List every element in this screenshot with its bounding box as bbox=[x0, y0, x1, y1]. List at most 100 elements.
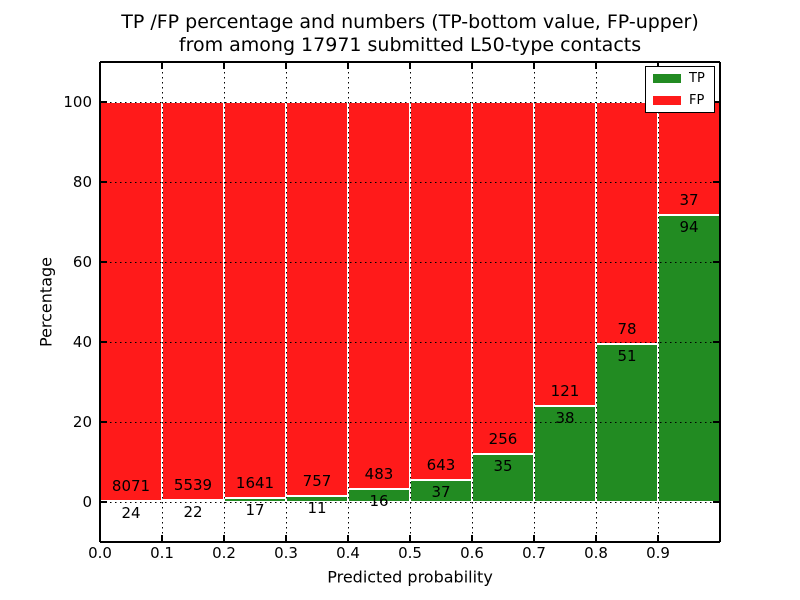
fp-count-label: 483 bbox=[364, 465, 394, 484]
y-axis-label: Percentage bbox=[36, 256, 56, 348]
plot-area: 8071 24 5539 22 1641 17 757 11 483 16 643 37 256 35 12… bbox=[99, 61, 721, 543]
tp-count-label: 35 bbox=[493, 456, 513, 475]
fp-bar-segment bbox=[596, 102, 658, 344]
tp-count-label: 51 bbox=[617, 346, 637, 365]
tp-count-label: 16 bbox=[369, 492, 389, 511]
fp-legend-swatch bbox=[653, 96, 681, 105]
x-gridline bbox=[223, 62, 225, 542]
fp-bar-segment bbox=[286, 102, 348, 497]
fp-bar-segment bbox=[534, 102, 596, 407]
x-tick-label: 0.3 bbox=[274, 544, 298, 562]
x-tick-mark bbox=[657, 535, 659, 542]
x-gridline bbox=[409, 62, 411, 542]
x-tick-label: 0.6 bbox=[460, 544, 484, 562]
fp-count-label: 8071 bbox=[111, 476, 151, 495]
tp-count-label: 37 bbox=[431, 483, 451, 502]
x-tick-label: 0.8 bbox=[584, 544, 608, 562]
x-tick-mark bbox=[409, 535, 411, 542]
x-tick-mark bbox=[409, 62, 411, 69]
fp-bar-segment bbox=[348, 102, 410, 490]
x-gridline bbox=[471, 62, 473, 542]
x-tick-label: 0.2 bbox=[212, 544, 236, 562]
x-tick-mark bbox=[471, 62, 473, 69]
x-tick-label: 0.5 bbox=[398, 544, 422, 562]
y-tick-mark bbox=[100, 341, 107, 343]
x-tick-label: 0.4 bbox=[336, 544, 360, 562]
axes-spine-top bbox=[100, 61, 720, 63]
chart-title-line2: from among 17971 submitted L50-type cont… bbox=[178, 34, 642, 56]
tp-count-label: 17 bbox=[245, 500, 265, 519]
fp-count-label: 256 bbox=[488, 429, 518, 448]
y-tick-mark bbox=[100, 101, 107, 103]
fp-bar-segment bbox=[224, 102, 286, 498]
x-tick-mark bbox=[471, 535, 473, 542]
tp-count-label: 11 bbox=[307, 499, 327, 518]
fp-count-label: 37 bbox=[679, 190, 699, 209]
x-tick-mark bbox=[595, 62, 597, 69]
fp-bar-segment bbox=[472, 102, 534, 454]
x-tick-mark bbox=[161, 535, 163, 542]
y-tick-mark bbox=[100, 261, 107, 263]
y-tick-label: 20 bbox=[72, 413, 92, 431]
x-gridline bbox=[657, 62, 659, 542]
legend-entry-fp: FP bbox=[653, 94, 707, 107]
y-tick-mark bbox=[713, 181, 720, 183]
tp-count-label: 22 bbox=[183, 503, 203, 522]
tp-bar-segment bbox=[658, 214, 720, 502]
x-gridline bbox=[533, 62, 535, 542]
y-tick-mark bbox=[100, 421, 107, 423]
axes-spine-right bbox=[719, 62, 721, 542]
x-tick-label: 0.7 bbox=[522, 544, 546, 562]
fp-bar-segment bbox=[410, 102, 472, 481]
fp-count-label: 78 bbox=[617, 319, 637, 338]
x-tick-mark bbox=[223, 62, 225, 69]
tp-legend-swatch bbox=[653, 74, 681, 83]
axes-spine-left bbox=[99, 62, 101, 542]
y-tick-mark bbox=[713, 341, 720, 343]
x-tick-mark bbox=[285, 62, 287, 69]
x-axis-label: Predicted probability bbox=[327, 567, 493, 587]
fp-bar-segment bbox=[162, 102, 224, 501]
fp-count-label: 121 bbox=[550, 382, 580, 401]
axes-spine-bottom bbox=[100, 541, 720, 543]
x-gridline bbox=[285, 62, 287, 542]
fp-legend-label: FP bbox=[689, 93, 705, 108]
x-tick-mark bbox=[347, 535, 349, 542]
y-tick-label: 80 bbox=[72, 173, 92, 191]
y-tick-mark bbox=[100, 501, 107, 503]
x-tick-mark bbox=[595, 535, 597, 542]
y-tick-mark bbox=[713, 101, 720, 103]
x-tick-label: 0.9 bbox=[646, 544, 670, 562]
tp-bar-segment bbox=[472, 453, 534, 502]
y-tick-label: 100 bbox=[63, 93, 92, 111]
fp-count-label: 5539 bbox=[173, 476, 213, 495]
fp-count-label: 1641 bbox=[235, 473, 275, 492]
x-tick-mark bbox=[657, 62, 659, 69]
x-tick-mark bbox=[223, 535, 225, 542]
x-tick-mark bbox=[533, 62, 535, 69]
x-tick-mark bbox=[533, 535, 535, 542]
tp-bar-segment bbox=[596, 343, 658, 502]
y-tick-mark bbox=[100, 181, 107, 183]
x-gridline bbox=[161, 62, 163, 542]
x-tick-label: 0.1 bbox=[150, 544, 174, 562]
y-tick-mark bbox=[713, 261, 720, 263]
tp-count-label: 38 bbox=[555, 409, 575, 428]
tp-legend-label: TP bbox=[689, 71, 705, 86]
tp-count-label: 24 bbox=[121, 503, 141, 522]
fp-count-label: 643 bbox=[426, 456, 456, 475]
y-tick-mark bbox=[713, 421, 720, 423]
legend: TP FP bbox=[645, 66, 715, 113]
y-tick-label: 60 bbox=[72, 253, 92, 271]
y-tick-mark bbox=[713, 501, 720, 503]
y-tick-label: 40 bbox=[72, 333, 92, 351]
x-tick-mark bbox=[161, 62, 163, 69]
x-gridline bbox=[347, 62, 349, 542]
chart-title: TP /FP percentage and numbers (TP-bottom… bbox=[100, 11, 720, 57]
fp-count-label: 757 bbox=[302, 472, 332, 491]
legend-entry-tp: TP bbox=[653, 72, 707, 85]
tp-count-label: 94 bbox=[679, 217, 699, 236]
fp-bar-segment bbox=[100, 102, 162, 501]
y-tick-label: 0 bbox=[82, 493, 92, 511]
